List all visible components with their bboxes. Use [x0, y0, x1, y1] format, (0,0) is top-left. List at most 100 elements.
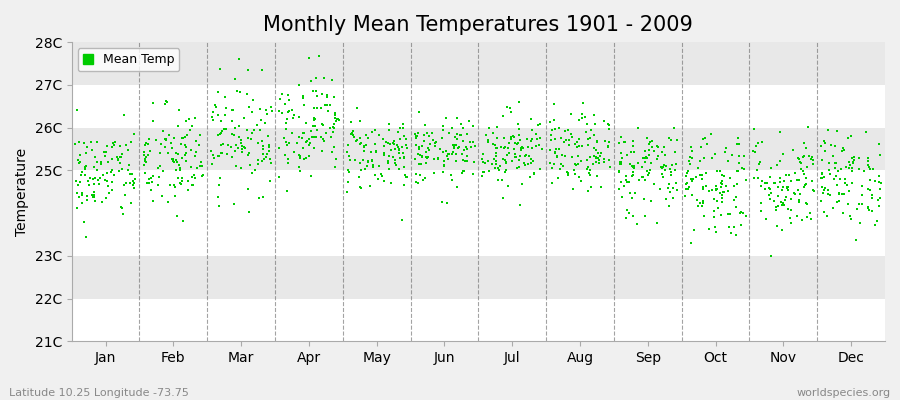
Point [382, 140, 396, 146]
Point [518, 153, 532, 160]
Point [297, 130, 311, 136]
Point [580, 157, 594, 164]
Point [840, 182, 854, 188]
Point [76, 139, 91, 146]
Point [138, 156, 152, 162]
Point [669, 161, 683, 167]
Point [860, 162, 875, 168]
Point [627, 149, 642, 156]
Point [772, 179, 787, 186]
Point [226, 107, 240, 113]
Point [450, 114, 464, 121]
Point [95, 172, 110, 178]
Point [188, 152, 202, 159]
Point [724, 211, 738, 217]
Point [141, 136, 156, 142]
Point [642, 152, 656, 158]
Point [386, 140, 400, 146]
Point [158, 100, 172, 107]
Point [292, 167, 307, 174]
Point [836, 191, 850, 198]
Point [153, 150, 167, 156]
Point [392, 166, 407, 172]
Point [174, 181, 188, 188]
Point [562, 137, 577, 144]
Point [618, 173, 633, 180]
Point [626, 164, 640, 170]
Point [511, 140, 526, 146]
Point [357, 143, 372, 149]
Point [828, 165, 842, 171]
Point [849, 237, 863, 243]
Point [632, 177, 646, 183]
Point [781, 171, 796, 178]
Point [805, 154, 819, 161]
Point [857, 168, 871, 174]
Point [446, 142, 461, 149]
Point [725, 152, 740, 158]
Point [777, 178, 791, 184]
Point [644, 144, 659, 150]
Point [102, 190, 116, 196]
Point [346, 128, 360, 134]
Point [731, 168, 745, 174]
Point [669, 180, 683, 186]
Point [353, 118, 367, 124]
Point [454, 170, 469, 176]
Point [686, 176, 700, 182]
Point [167, 192, 182, 199]
Point [105, 187, 120, 193]
Point [615, 154, 629, 161]
Point [588, 153, 602, 159]
Point [733, 160, 747, 167]
Point [240, 152, 255, 158]
Point [842, 158, 856, 165]
Point [115, 151, 130, 157]
Point [316, 122, 330, 128]
Point [80, 193, 94, 199]
Point [834, 191, 849, 197]
Point [449, 151, 464, 157]
Point [561, 127, 575, 133]
Point [224, 130, 238, 137]
Point [346, 134, 361, 140]
Point [832, 198, 846, 204]
Point [326, 129, 340, 135]
Point [395, 217, 410, 223]
Point [481, 158, 495, 164]
Point [96, 149, 111, 156]
Point [816, 190, 831, 196]
Point [242, 104, 256, 110]
Point [418, 122, 432, 128]
Point [804, 216, 818, 223]
Point [156, 168, 170, 174]
Point [152, 174, 166, 181]
Point [146, 118, 160, 125]
Point [861, 204, 876, 210]
Point [80, 144, 94, 150]
Point [525, 136, 539, 142]
Point [868, 178, 882, 184]
Point [696, 198, 710, 204]
Point [455, 168, 470, 174]
Point [719, 145, 733, 151]
Point [576, 100, 590, 106]
Text: Latitude 10.25 Longitude -73.75: Latitude 10.25 Longitude -73.75 [9, 388, 189, 398]
Point [739, 177, 753, 183]
Point [323, 102, 338, 108]
Point [847, 154, 861, 160]
Point [415, 153, 429, 159]
Point [280, 142, 294, 148]
Point [526, 158, 540, 165]
Point [638, 148, 652, 154]
Point [146, 198, 160, 204]
Point [360, 162, 374, 169]
Point [584, 127, 598, 134]
Point [774, 199, 788, 205]
Point [371, 176, 385, 182]
Point [396, 121, 410, 128]
Point [398, 172, 412, 178]
Point [684, 176, 698, 182]
Point [94, 161, 109, 167]
Point [428, 170, 442, 176]
